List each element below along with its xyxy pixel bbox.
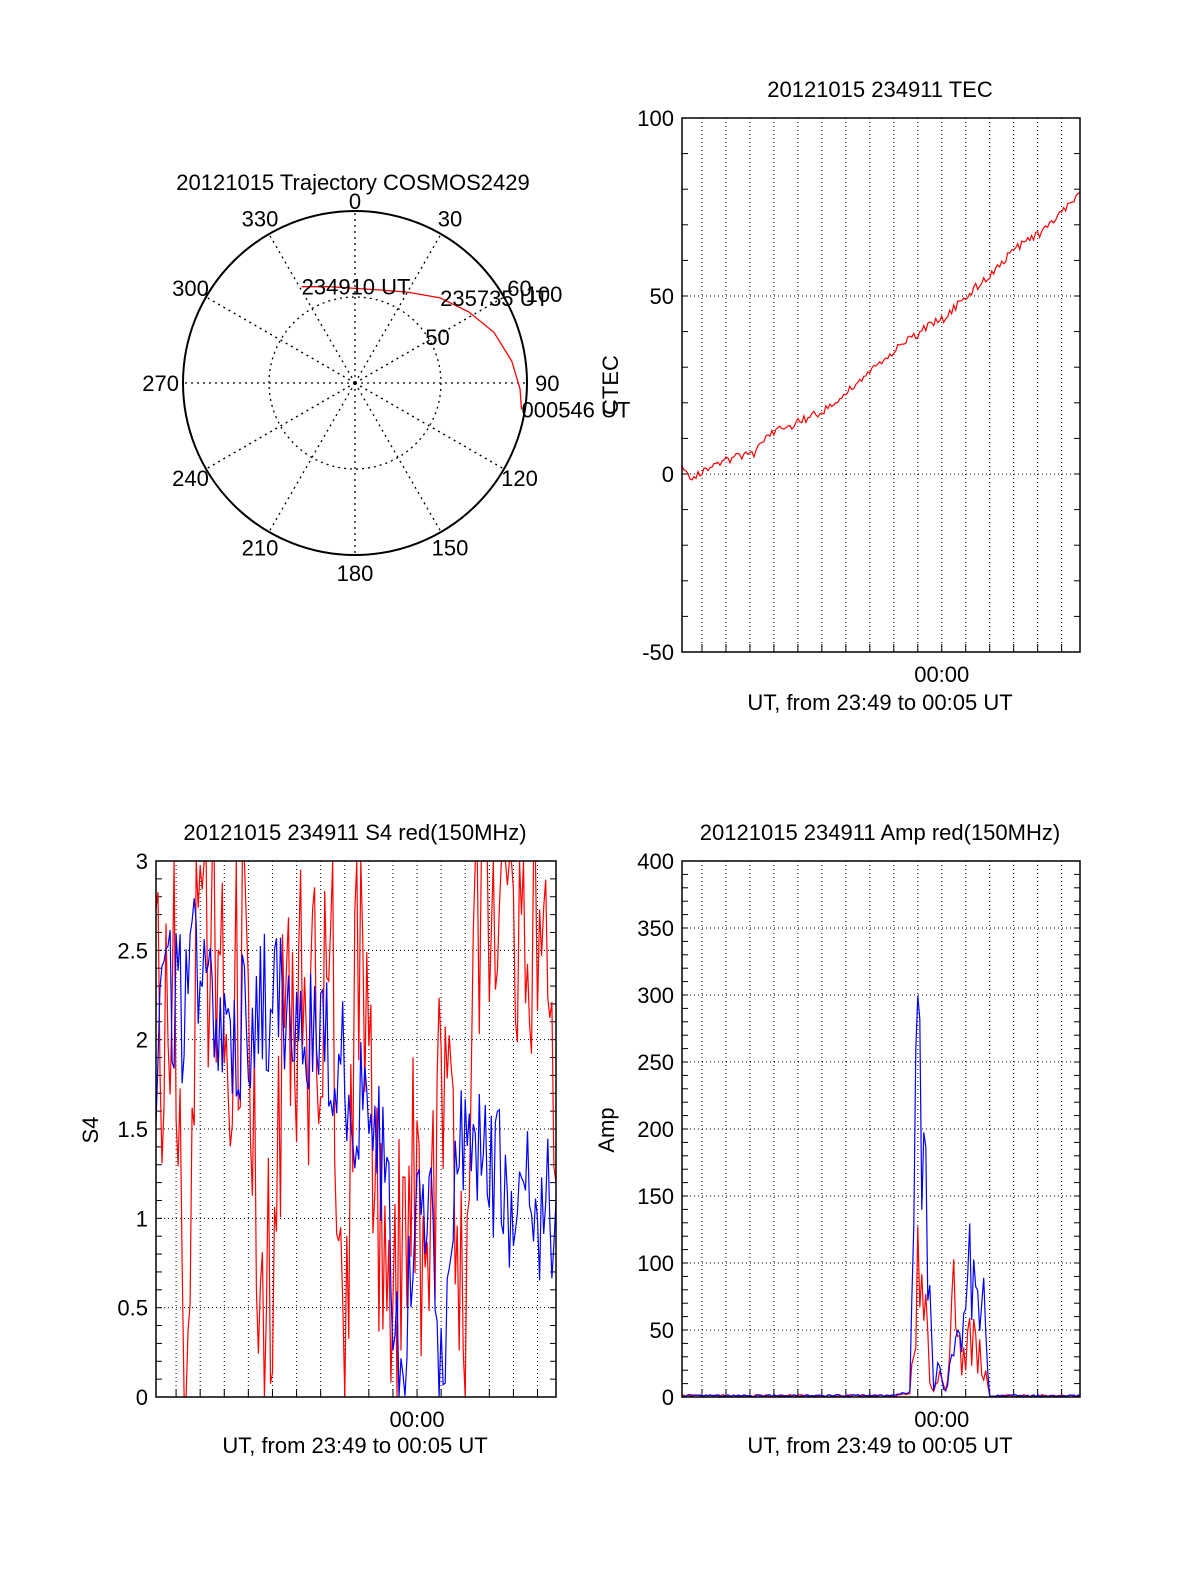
azimuth-label-30: 30	[438, 206, 462, 231]
amp-ytick-label: 200	[637, 1117, 674, 1142]
azimuth-label-270: 270	[142, 371, 179, 396]
trajectory-annotation-1: 235735 UT	[440, 286, 549, 311]
radial-label-50: 50	[425, 325, 449, 350]
amp-ytick-label: 350	[637, 916, 674, 941]
azimuth-label-180: 180	[337, 561, 374, 586]
amp-xlabel: UT, from 23:49 to 00:05 UT	[747, 1433, 1012, 1458]
s4-ytick-label: 1.5	[117, 1117, 148, 1142]
trajectory-annotation-0: 234910 UT	[302, 275, 411, 300]
amp-ytick-label: 100	[637, 1251, 674, 1276]
s4-ytick-label: 3	[136, 849, 148, 874]
amp-ytick-label: 300	[637, 983, 674, 1008]
s4-title: 20121015 234911 S4 red(150MHz)	[183, 820, 526, 845]
trajectory-annotation-2: 000546 UT	[521, 397, 630, 422]
s4-ylabel: S4	[78, 1117, 103, 1144]
amp-ylabel: Amp	[594, 1107, 619, 1152]
amp-ytick-label: 0	[662, 1385, 674, 1410]
amp-xtick-label: 00:00	[914, 1407, 969, 1432]
amp-ytick-label: 50	[650, 1318, 674, 1343]
azimuth-label-0: 0	[349, 189, 361, 214]
s4-xlabel: UT, from 23:49 to 00:05 UT	[222, 1433, 487, 1458]
s4-ytick-label: 2.5	[117, 938, 148, 963]
tec-ytick-label: 100	[637, 106, 674, 131]
tec-title: 20121015 234911 TEC	[767, 77, 993, 102]
azimuth-label-210: 210	[242, 536, 279, 561]
s4-ytick-label: 1	[136, 1206, 148, 1231]
amp-ytick-label: 250	[637, 1050, 674, 1075]
azimuth-label-120: 120	[501, 466, 538, 491]
s4-ytick-label: 0.5	[117, 1296, 148, 1321]
tec-xlabel: UT, from 23:49 to 00:05 UT	[747, 690, 1012, 715]
amp-ytick-label: 400	[637, 849, 674, 874]
amp-title: 20121015 234911 Amp red(150MHz)	[700, 820, 1060, 845]
azimuth-label-150: 150	[432, 536, 469, 561]
s4-xtick-label: 00:00	[390, 1407, 445, 1432]
tec-ytick-label: 50	[650, 284, 674, 309]
azimuth-label-330: 330	[242, 206, 279, 231]
azimuth-label-300: 300	[172, 276, 209, 301]
s4-ytick-label: 0	[136, 1385, 148, 1410]
azimuth-label-90: 90	[535, 371, 559, 396]
tec-ytick-label: -50	[642, 640, 674, 665]
tec-xtick-label: 00:00	[914, 662, 969, 687]
s4-ytick-label: 2	[136, 1028, 148, 1053]
azimuth-label-240: 240	[172, 466, 209, 491]
tec-ytick-label: 0	[662, 462, 674, 487]
amp-ytick-label: 150	[637, 1184, 674, 1209]
